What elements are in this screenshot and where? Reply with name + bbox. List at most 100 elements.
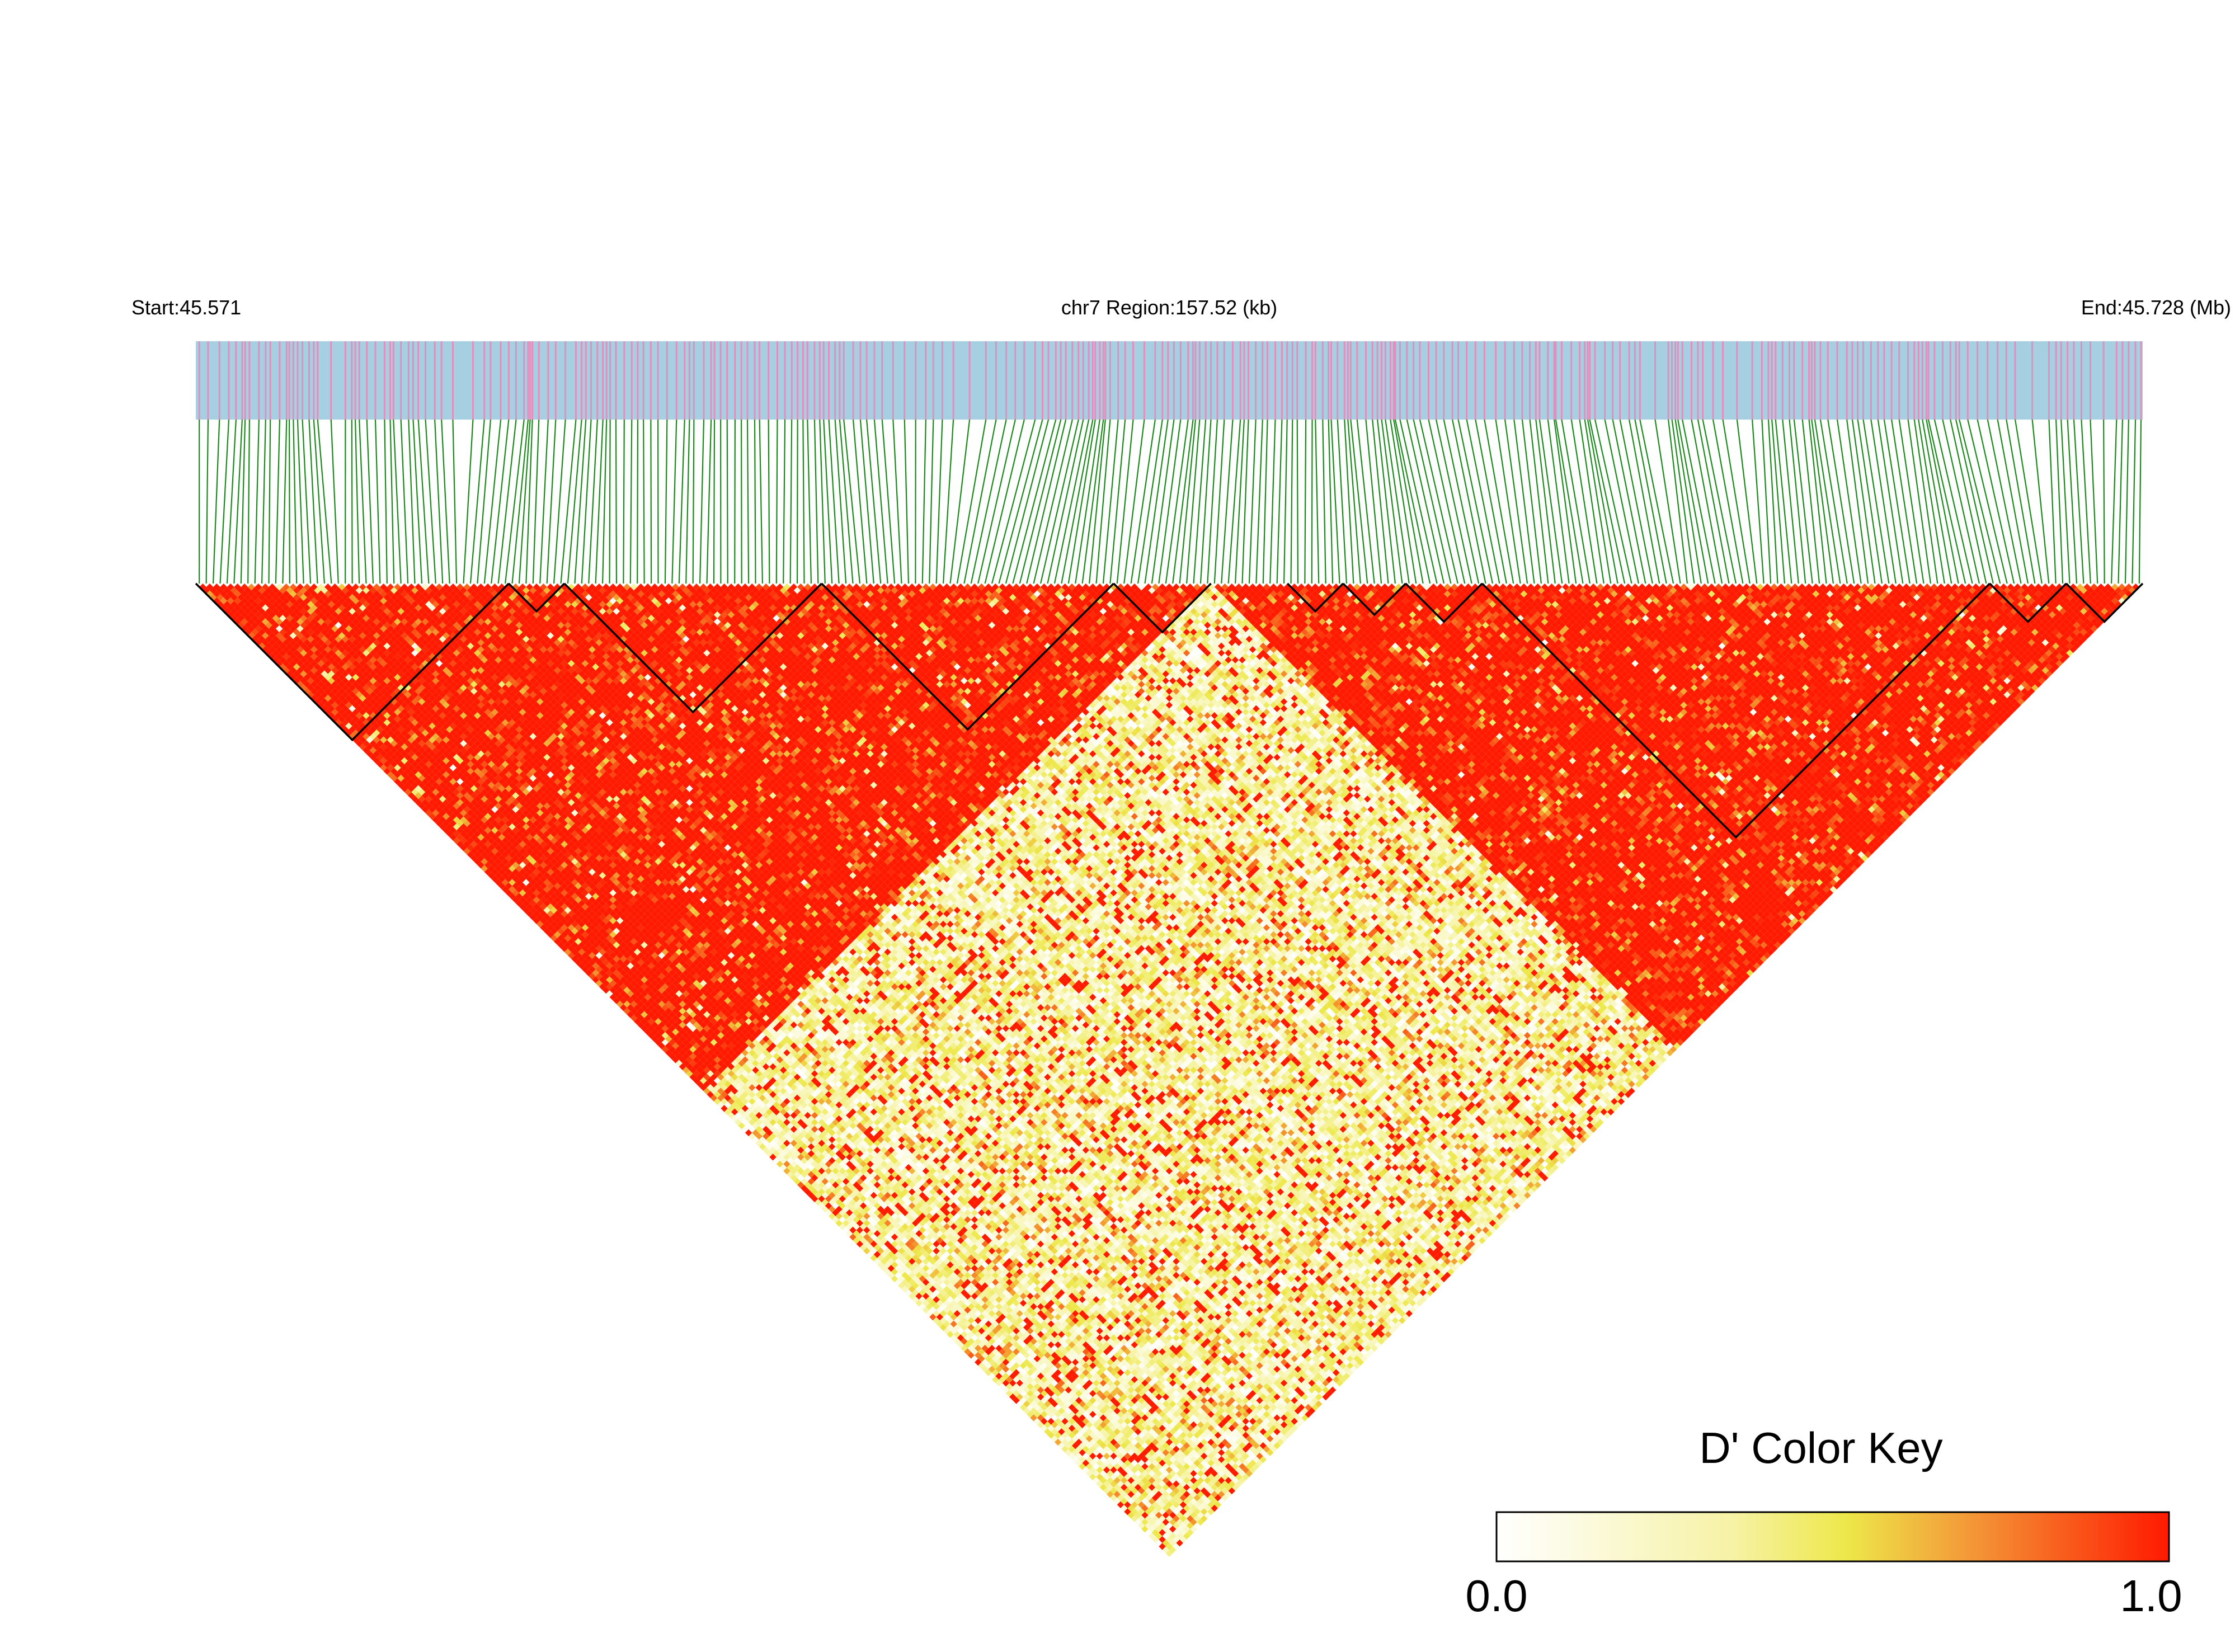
snp-connector [1194,420,1206,583]
snp-connector [867,420,881,583]
snp-connector [484,420,501,583]
snp-connector [700,420,704,583]
snp-connector [390,420,394,583]
snp-connector [1698,420,1729,583]
snp-connector [1344,420,1353,583]
snp-connector [1858,420,1882,583]
snp-connector [1291,420,1293,583]
snp-connector [1682,420,1715,583]
snp-connector [1256,420,1262,583]
snp-connector [616,420,617,583]
snp-connector [999,420,1043,583]
snp-connector [2006,420,2035,583]
snp-connector [498,420,516,583]
snp-connector [241,420,245,583]
snp-connector [213,420,219,583]
snp-connector [803,420,804,583]
snp-connector [2049,420,2055,583]
snp-connector [971,420,1006,583]
snp-connector [769,420,770,583]
snp-connector [727,420,728,583]
region-end-label: End:45.728 (Mb) [2081,296,2231,319]
snp-connector [470,420,484,583]
snp-position-track [196,341,2143,420]
snp-connector [893,420,901,583]
snp-connector [1428,420,1465,583]
snp-connector [1803,420,1819,583]
snp-connector [384,420,387,583]
snp-connector [2081,420,2090,583]
snp-connector [248,420,250,583]
snp-connector [1703,420,1736,583]
snp-connector [1863,420,1889,583]
snp-connector [707,420,712,583]
snp-connector [686,420,689,583]
snp-connector [441,420,449,583]
snp-connector [1635,420,1666,583]
snp-connector [491,420,509,583]
snp-connector [2119,420,2123,583]
snp-connector [540,420,548,583]
snp-connector [464,420,473,583]
snp-connector [453,420,457,583]
snp-connector [923,420,926,583]
snp-connector [2090,420,2097,583]
snp-connector [401,420,408,583]
snp-connector [1436,420,1472,583]
snp-connector [477,420,491,583]
snp-connector [760,420,763,583]
snp-connector [1676,420,1701,583]
snp-connector [1263,420,1268,583]
snp-connector [1978,420,2014,583]
snp-connector [1020,420,1061,583]
snp-connector [1083,420,1104,583]
track-background [196,341,2143,420]
snp-connector [1672,420,1695,583]
snp-connector [630,420,632,583]
snp-connector [791,420,792,583]
snp-connector [276,420,280,583]
snp-connector [643,420,644,583]
ld-heatmap [199,583,2139,1557]
snp-connector [1878,420,1903,583]
snp-connector [1103,420,1118,583]
snp-connector [331,420,338,583]
snp-connector [1820,420,1847,583]
snp-connector [1852,420,1875,583]
snp-connector [533,420,539,583]
snp-connector [1315,420,1319,583]
snp-connector [1297,420,1298,583]
snp-connector [815,420,818,583]
snp-connector [1458,420,1493,583]
snp-connector [637,420,638,583]
snp-connector [1270,420,1275,583]
snp-connector [1950,420,1986,583]
snp-connector [874,420,888,583]
snp-connector [929,420,933,583]
region-title: chr7 Region:157.52 (kb) [1061,296,1277,319]
snp-connector [262,420,266,583]
snp-connector [293,420,297,583]
snp-connector [367,420,373,583]
snp-connector [951,420,970,583]
snp-connector [255,420,259,583]
snp-connector [1809,420,1827,583]
snp-connector [2132,420,2135,583]
snp-connector [978,420,1015,583]
snp-connector [526,420,532,583]
snp-connector [1382,420,1403,583]
snp-connector [835,420,846,583]
snp-connector [860,420,874,583]
snp-connector [1871,420,1895,583]
snp-connector [269,420,271,583]
snp-connector [1554,420,1576,583]
snp-connector-lines [199,420,2141,583]
snp-connector [623,420,624,583]
snp-connector [747,420,749,583]
snp-connector [1811,420,1833,583]
snp-connector [1467,420,1500,583]
snp-connector [1668,420,1687,583]
snp-connector [2104,420,2105,583]
snp-connector [283,420,286,583]
snp-connector [820,420,825,583]
